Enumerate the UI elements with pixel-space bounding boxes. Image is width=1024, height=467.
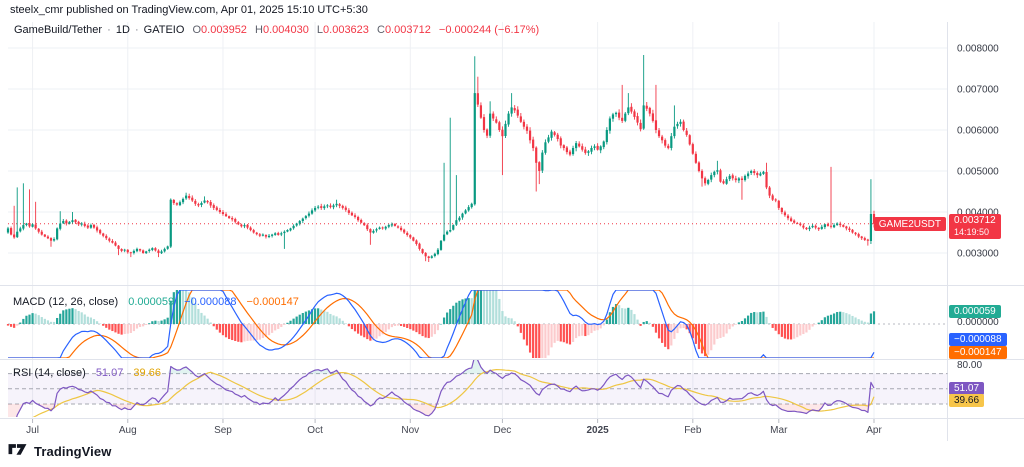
attribution-text: steelx_cmr published on TradingView.com,…	[10, 4, 368, 16]
macd-line	[8, 290, 875, 358]
time-axis-label[interactable]: Sep	[214, 425, 232, 436]
price-axis-label: 0.003000	[957, 249, 999, 260]
symbol-name[interactable]: GameBuild/Tether	[14, 24, 103, 36]
candlestick-series	[6, 55, 876, 262]
macd-hist-axis-badge: 0.000059	[949, 305, 1001, 318]
current-price-value: 0.003712	[954, 215, 996, 226]
tradingview-logo-icon	[8, 444, 27, 455]
legend-separator: ·	[131, 24, 142, 36]
close-value: 0.003712	[384, 24, 431, 36]
symbol-legend[interactable]: GameBuild/Tether · 1D · GATEIO O0.003952…	[14, 24, 539, 36]
time-axis-label[interactable]: 2025	[586, 425, 609, 436]
exchange-label: GATEIO	[143, 24, 185, 36]
macd-histogram	[6, 290, 876, 358]
rsi-line	[16, 360, 875, 417]
brand-name: TradingView	[34, 443, 112, 459]
macd-legend[interactable]: MACD (12, 26, close) 0.000059 −0.000088 …	[13, 296, 299, 308]
change-value: −0.000244 (−6.17%)	[438, 24, 540, 36]
low-label: L	[316, 24, 324, 36]
tradingview-brand[interactable]: TradingView	[8, 443, 111, 459]
macd-signal-value: −0.000147	[246, 296, 299, 308]
macd-hist-value: 0.000059	[128, 296, 175, 308]
rsi-ma-line	[32, 368, 875, 417]
time-axis-label[interactable]: Nov	[401, 425, 419, 436]
low-value: 0.003623	[323, 24, 369, 36]
high-value: 0.004030	[262, 24, 309, 36]
rsi-legend[interactable]: RSI (14, close) 51.07 39.66	[13, 367, 161, 379]
time-axis-label[interactable]: Dec	[494, 425, 512, 436]
rsi-oversold-fill	[8, 404, 874, 417]
macd-signal-axis-badge: −0.000147	[949, 346, 1007, 359]
time-axis-label[interactable]: Aug	[119, 425, 137, 436]
macd-line-axis-badge: −0.000088	[949, 333, 1007, 346]
rsi-ma-axis-badge: 39.66	[949, 394, 985, 407]
macd-line-value: −0.000088	[184, 296, 237, 308]
interval-label[interactable]: 1D	[115, 24, 130, 36]
time-axis-label[interactable]: Jul	[26, 425, 39, 436]
legend-separator: ·	[104, 24, 114, 36]
open-label: O	[192, 24, 202, 36]
time-axis-label[interactable]: Oct	[307, 425, 323, 436]
countdown-timer: 14:19:50	[954, 227, 990, 237]
price-axis-label: 0.006000	[957, 126, 999, 137]
time-axis-label[interactable]: Apr	[866, 425, 882, 436]
current-price-badge[interactable]: 0.003712 14:19:50	[949, 214, 1001, 239]
time-axis-label[interactable]: Feb	[684, 425, 702, 436]
close-label: C	[376, 24, 385, 36]
symbol-price-label-badge: GAME2USDT	[873, 217, 946, 231]
time-axis-label[interactable]: Mar	[770, 425, 788, 436]
high-label: H	[255, 24, 263, 36]
open-value: 0.003952	[201, 24, 247, 36]
rsi-axis-badge: 51.07	[949, 382, 985, 395]
rsi-ma-value: 39.66	[133, 367, 161, 379]
macd-indicator-title[interactable]: MACD (12, 26, close)	[13, 296, 119, 308]
price-axis-label: 0.007000	[957, 85, 999, 96]
rsi-value: 51.07	[95, 367, 124, 379]
price-axis-label: 0.005000	[957, 167, 999, 178]
rsi-indicator-title[interactable]: RSI (14, close)	[13, 367, 86, 379]
price-axis-label: 0.008000	[957, 44, 999, 55]
macd-zero-axis-label: 0.000000	[957, 317, 999, 328]
macd-signal-line	[8, 290, 874, 358]
rsi-80-axis-label: 80.00	[957, 360, 983, 371]
price-axis-label: 0.004000	[957, 208, 999, 219]
